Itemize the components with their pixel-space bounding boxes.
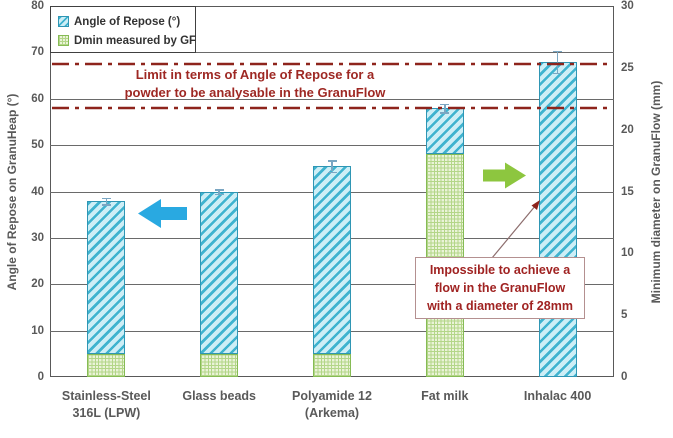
left-axis-tick-label: 70 [31,46,44,59]
left-axis-tick-label: 0 [37,371,44,383]
category-label-line: Stainless-Steel [61,389,151,403]
category-label-line: Inhalac 400 [523,389,592,403]
green-hatch-swatch-icon [58,35,69,46]
error-bar [331,160,333,172]
right-axis-title: Minimum diameter on GranuFlow (mm) [649,80,663,304]
chart-legend: Angle of Repose (°) Dmin measured by GF [50,6,196,53]
error-bar [556,50,559,73]
category-label-line: (Arkema) [304,406,360,420]
right-axis-tick-label: 0 [621,371,628,383]
bar-angle-of-repose [200,191,239,354]
impossible-annotation-line2: flow in the GranuFlow [434,281,566,295]
left-axis-tick-label: 80 [31,0,44,12]
right-axis-tick-label: 30 [621,0,634,12]
impossible-annotation: Impossible to achieve a flow in the Gran… [415,257,585,319]
bar-dmin [313,353,351,377]
left-axis-tick-label: 50 [31,139,44,152]
error-bar-cap [327,171,337,174]
legend-label: Angle of Repose (°) [74,15,181,28]
limit-annotation-line1: Limit in terms of Angle of Repose for a [135,67,375,82]
error-bar-cap [553,72,563,75]
legend-label: Dmin measured by GF [74,34,197,47]
blue-hatch-swatch-icon [58,16,69,27]
left-axis-title: Angle of Repose on GranuHeap (°) [5,93,19,291]
category-label: Fat milk [385,388,505,405]
legend-item-dmin: Dmin measured by GF [58,31,197,50]
left-axis-tick-label: 40 [31,185,44,198]
left-axis-tick-label: 20 [31,278,44,291]
category-label-line: 316L (LPW) [72,406,141,420]
bar-angle-of-repose [87,200,126,354]
bar-dmin [87,353,126,377]
bar-angle-of-repose [313,166,351,354]
error-bar-cap [553,50,563,53]
category-label: Polyamide 12 (Arkema) [272,388,392,422]
left-axis-tick-label: 30 [31,231,44,244]
error-bar [218,189,220,194]
impossible-annotation-line1: Impossible to achieve a [429,263,571,277]
error-bar-cap [327,160,337,162]
right-axis-tick-label: 15 [621,185,634,198]
category-label-line: Polyamide 12 [292,389,372,403]
bar-angle-of-repose [425,108,464,155]
limit-annotation: Limit in terms of Angle of Repose for a … [110,66,400,102]
error-bar-cap [440,112,450,114]
right-axis-tick-label: 20 [621,123,634,136]
error-bar-cap [214,193,224,196]
legend-item-angle-of-repose: Angle of Repose (°) [58,12,195,31]
bar-angle-of-repose [538,61,577,377]
category-label: Stainless-Steel 316L (LPW) [46,388,166,422]
right-axis-tick-label: 10 [621,247,634,260]
error-bar-cap [101,204,111,206]
gridline [50,145,614,147]
impossible-annotation-line3: with a diameter of 28mm [427,299,573,313]
right-axis-tick-label: 25 [621,61,634,74]
right-axis-tick-label: 5 [621,309,628,322]
category-label: Glass beads [159,388,279,405]
error-bar-cap [214,189,224,191]
left-axis-tick-label: 10 [31,324,44,337]
gridline [50,52,614,54]
error-bar-cap [101,197,111,200]
bar-dmin [200,353,239,377]
category-label: Inhalac 400 [498,388,618,405]
error-bar [105,197,108,204]
gridline [50,98,614,100]
left-axis-tick-label: 60 [31,92,44,105]
limit-annotation-line2: powder to be analysable in the GranuFlow [124,85,386,100]
category-label-line: Glass beads [182,389,257,403]
error-bar-cap [440,103,450,106]
category-label-line: Fat milk [421,389,469,403]
